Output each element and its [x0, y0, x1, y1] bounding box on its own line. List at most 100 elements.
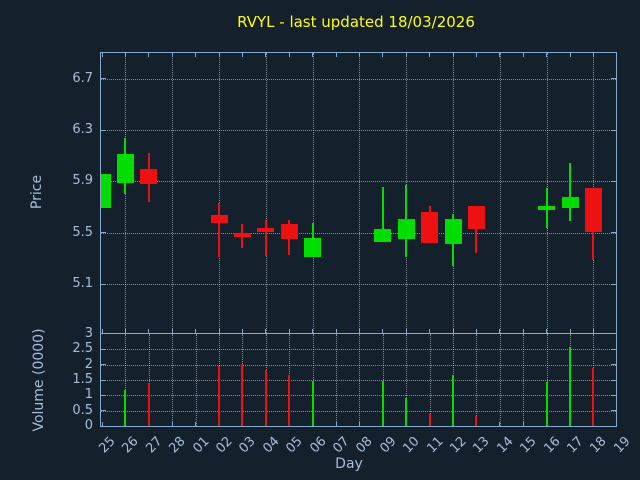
y-tick — [101, 283, 106, 285]
price-v-gridline — [312, 53, 314, 333]
vol-h-gridline — [101, 380, 616, 381]
candle-wick — [381, 186, 384, 242]
y-tick — [611, 78, 616, 80]
volume-bar — [147, 382, 150, 426]
vol-v-gridline — [359, 334, 361, 426]
x-tick — [101, 329, 103, 333]
volume-bar — [545, 382, 548, 426]
candle-body — [444, 218, 462, 245]
x-tick — [171, 422, 173, 426]
x-tick — [148, 53, 150, 57]
x-tick — [499, 53, 501, 57]
volume-bar — [241, 363, 244, 426]
volume-tick-label: 0.5 — [72, 402, 93, 418]
price-tick-label: 5.5 — [72, 224, 93, 240]
candle-body — [397, 218, 415, 240]
y-tick — [611, 129, 616, 131]
x-tick — [405, 329, 407, 333]
x-tick — [546, 53, 548, 57]
volume-bar — [218, 366, 220, 426]
x-tick — [382, 53, 384, 57]
candle-body — [116, 154, 134, 183]
vol-v-gridline — [148, 334, 150, 426]
y-tick — [611, 364, 616, 366]
price-v-gridline — [453, 53, 454, 333]
volume-tick-label: 2.5 — [72, 341, 93, 357]
x-tick — [124, 329, 126, 333]
vol-v-gridline — [406, 334, 408, 426]
x-tick — [171, 329, 173, 333]
candle-body — [561, 196, 579, 209]
y-tick — [101, 410, 106, 412]
candle-body — [101, 173, 111, 209]
candle-body — [140, 168, 158, 184]
x-tick — [522, 53, 524, 57]
x-tick — [195, 53, 197, 57]
x-tick — [382, 329, 384, 333]
price-h-gridline — [101, 181, 616, 183]
vol-v-gridline — [312, 334, 314, 426]
price-v-gridline — [219, 53, 220, 333]
y-tick — [611, 410, 616, 412]
price-v-gridline — [172, 53, 174, 333]
candle-body — [280, 223, 298, 240]
volume-tick-label: 3 — [84, 326, 93, 341]
price-h-gridline — [101, 232, 616, 234]
x-tick — [124, 53, 126, 57]
vol-v-gridline — [546, 334, 548, 426]
x-tick — [405, 53, 407, 57]
candle-wick — [569, 163, 571, 222]
y-tick — [101, 394, 106, 396]
x-tick — [171, 53, 173, 57]
y-tick — [101, 232, 106, 234]
x-tick — [592, 53, 594, 57]
vol-v-gridline — [336, 334, 337, 426]
x-tick — [101, 53, 103, 57]
vol-h-gridline — [101, 349, 616, 351]
x-tick — [569, 329, 571, 333]
x-tick — [616, 329, 617, 333]
volume-tick-label: 0 — [84, 418, 93, 433]
x-tick — [452, 329, 454, 333]
vol-h-gridline — [101, 364, 616, 366]
volume-tick-label: 2 — [84, 356, 93, 372]
y-tick — [101, 364, 106, 366]
volume-bar — [569, 346, 571, 426]
candle-wick — [475, 205, 478, 254]
x-tick — [241, 329, 243, 333]
y-tick — [611, 283, 616, 285]
y-tick — [611, 379, 616, 381]
y-tick — [611, 348, 616, 350]
x-tick — [358, 329, 360, 333]
x-tick — [312, 329, 314, 333]
y-tick — [611, 180, 616, 182]
volume-panel — [100, 334, 617, 427]
candle-body — [421, 212, 439, 244]
vol-v-gridline — [382, 334, 384, 426]
candle-wick — [264, 219, 267, 256]
volume-bar — [475, 416, 478, 426]
candle-body — [374, 228, 392, 242]
price-panel — [100, 52, 617, 334]
price-h-gridline — [101, 284, 616, 286]
vol-v-gridline — [125, 334, 127, 426]
candle-body — [584, 187, 602, 232]
candle-body — [467, 205, 485, 229]
x-tick — [616, 422, 617, 426]
candle-body — [257, 227, 275, 232]
x-tick — [218, 329, 220, 333]
volume-bar — [592, 368, 595, 426]
price-h-gridline — [101, 78, 616, 80]
x-tick — [335, 53, 337, 57]
y-tick — [101, 78, 106, 80]
x-tick — [569, 53, 571, 57]
candle-body — [233, 232, 251, 237]
vol-h-gridline — [101, 395, 616, 397]
vol-v-gridline — [523, 334, 525, 426]
x-tick — [195, 329, 197, 333]
x-tick — [101, 422, 103, 426]
x-tick — [218, 53, 220, 57]
x-tick — [241, 53, 243, 57]
price-v-gridline — [265, 53, 267, 333]
price-tick-label: 5.1 — [72, 276, 93, 292]
